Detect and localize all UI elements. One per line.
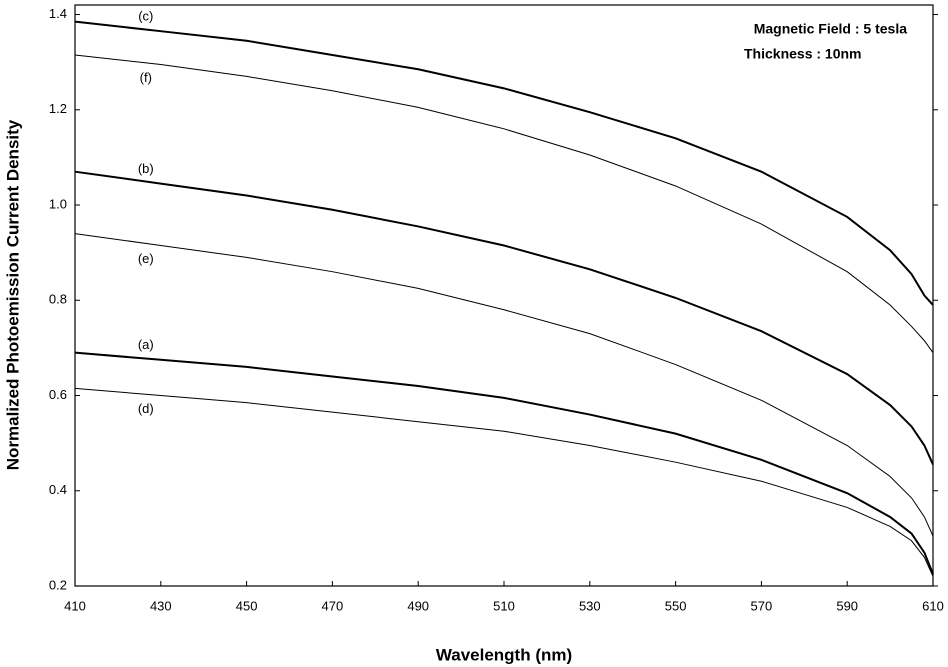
x-tick-label: 410 (64, 598, 86, 613)
series-label: (c) (138, 9, 153, 24)
x-tick-label: 570 (751, 598, 773, 613)
x-tick-label: 490 (407, 598, 429, 613)
x-tick-label: 590 (836, 598, 858, 613)
x-tick-label: 550 (665, 598, 687, 613)
x-tick-label: 450 (236, 598, 258, 613)
y-tick-label: 0.8 (49, 292, 67, 307)
series-label: (b) (138, 161, 154, 176)
series-label: (f) (140, 70, 152, 85)
series-label: (e) (138, 251, 154, 266)
plot-frame (74, 4, 934, 587)
series-line (74, 20, 934, 306)
x-tick-label: 430 (150, 598, 172, 613)
x-axis-title: Wavelength (nm) (436, 645, 572, 664)
y-tick-label: 0.2 (49, 577, 67, 592)
y-axis-title: Normalized Photoemission Current Density (3, 119, 22, 470)
series-line (74, 233, 934, 537)
series-label: (a) (138, 337, 154, 352)
y-tick-label: 1.0 (49, 196, 67, 211)
series-line (74, 351, 934, 575)
series-line (74, 54, 934, 353)
y-tick-label: 1.2 (49, 101, 67, 116)
series-line (74, 387, 934, 577)
x-tick-label: 510 (493, 598, 515, 613)
x-tick-label: 470 (322, 598, 344, 613)
x-tick-label: 610 (922, 598, 944, 613)
y-tick-label: 0.4 (49, 482, 67, 497)
series-line (74, 170, 934, 465)
annotation: Magnetic Field : 5 tesla (754, 21, 907, 37)
y-tick-label: 1.4 (49, 6, 67, 21)
x-tick-label: 530 (579, 598, 601, 613)
series-label: (d) (138, 401, 154, 416)
annotation: Thickness : 10nm (744, 46, 862, 62)
y-tick-label: 0.6 (49, 387, 67, 402)
